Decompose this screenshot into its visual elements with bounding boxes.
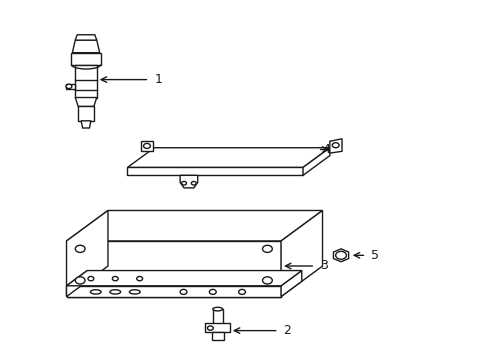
Polygon shape bbox=[281, 271, 301, 297]
Polygon shape bbox=[72, 40, 100, 53]
Polygon shape bbox=[81, 121, 91, 128]
Circle shape bbox=[331, 143, 338, 148]
Ellipse shape bbox=[110, 290, 121, 294]
Polygon shape bbox=[66, 271, 87, 297]
Circle shape bbox=[207, 326, 213, 330]
Ellipse shape bbox=[129, 290, 140, 294]
Polygon shape bbox=[75, 98, 97, 107]
Circle shape bbox=[262, 277, 272, 284]
Polygon shape bbox=[66, 211, 108, 297]
Polygon shape bbox=[141, 140, 153, 151]
Circle shape bbox=[112, 276, 118, 281]
Text: 5: 5 bbox=[370, 249, 379, 262]
Polygon shape bbox=[303, 148, 329, 175]
Polygon shape bbox=[65, 84, 75, 89]
Polygon shape bbox=[127, 148, 329, 167]
Polygon shape bbox=[211, 332, 223, 339]
Circle shape bbox=[262, 245, 272, 252]
Polygon shape bbox=[66, 211, 322, 241]
Circle shape bbox=[75, 245, 85, 252]
Ellipse shape bbox=[90, 290, 101, 294]
Circle shape bbox=[181, 181, 186, 185]
Polygon shape bbox=[212, 309, 222, 327]
Polygon shape bbox=[71, 53, 101, 64]
Circle shape bbox=[191, 181, 196, 185]
Polygon shape bbox=[66, 271, 301, 286]
Circle shape bbox=[335, 251, 346, 259]
Polygon shape bbox=[66, 241, 281, 297]
Circle shape bbox=[88, 276, 94, 281]
Polygon shape bbox=[78, 107, 94, 121]
Circle shape bbox=[209, 289, 216, 294]
Polygon shape bbox=[205, 323, 229, 332]
Polygon shape bbox=[127, 167, 303, 175]
Circle shape bbox=[137, 276, 142, 281]
Ellipse shape bbox=[212, 325, 222, 329]
Circle shape bbox=[180, 289, 186, 294]
Polygon shape bbox=[281, 211, 322, 297]
Circle shape bbox=[238, 289, 245, 294]
Polygon shape bbox=[75, 64, 97, 98]
Text: 4: 4 bbox=[322, 143, 330, 156]
Text: 1: 1 bbox=[154, 73, 162, 86]
Polygon shape bbox=[329, 139, 341, 153]
Polygon shape bbox=[75, 35, 97, 40]
Circle shape bbox=[143, 143, 150, 148]
Polygon shape bbox=[333, 249, 348, 262]
Text: 3: 3 bbox=[320, 260, 327, 273]
Text: 2: 2 bbox=[283, 324, 291, 337]
Polygon shape bbox=[66, 286, 281, 297]
Ellipse shape bbox=[212, 307, 222, 311]
Circle shape bbox=[66, 84, 72, 89]
Circle shape bbox=[75, 277, 85, 284]
Polygon shape bbox=[180, 175, 197, 188]
